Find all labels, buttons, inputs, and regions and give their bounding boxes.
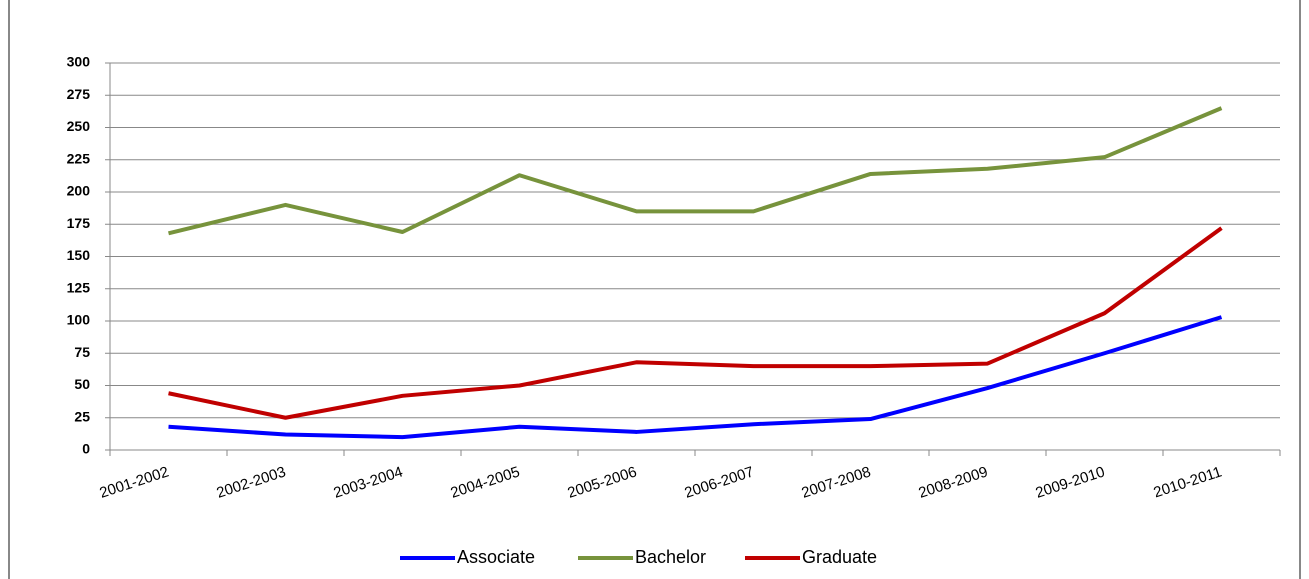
chart-frame [8, 0, 1301, 579]
y-tick-label: 50 [74, 376, 90, 392]
series-line [168, 226, 1223, 420]
y-tick-label: 100 [67, 312, 91, 328]
y-tick-label: 25 [74, 408, 90, 424]
y-tick-label: 250 [67, 118, 91, 134]
y-tick-label: 225 [67, 150, 91, 166]
legend-label: Associate [457, 547, 535, 567]
y-tick-label: 175 [67, 215, 91, 231]
y-tick-label: 0 [82, 441, 90, 457]
y-tick-label: 125 [67, 279, 91, 295]
y-tick-label: 75 [74, 344, 90, 360]
y-tick-label: 300 [67, 54, 91, 70]
series-line [168, 315, 1223, 440]
legend-label: Graduate [802, 547, 877, 567]
y-tick-label: 150 [67, 247, 91, 263]
series-line [168, 106, 1223, 236]
y-tick-label: 200 [67, 183, 91, 199]
legend-label: Bachelor [635, 547, 706, 567]
y-tick-label: 275 [67, 86, 91, 102]
